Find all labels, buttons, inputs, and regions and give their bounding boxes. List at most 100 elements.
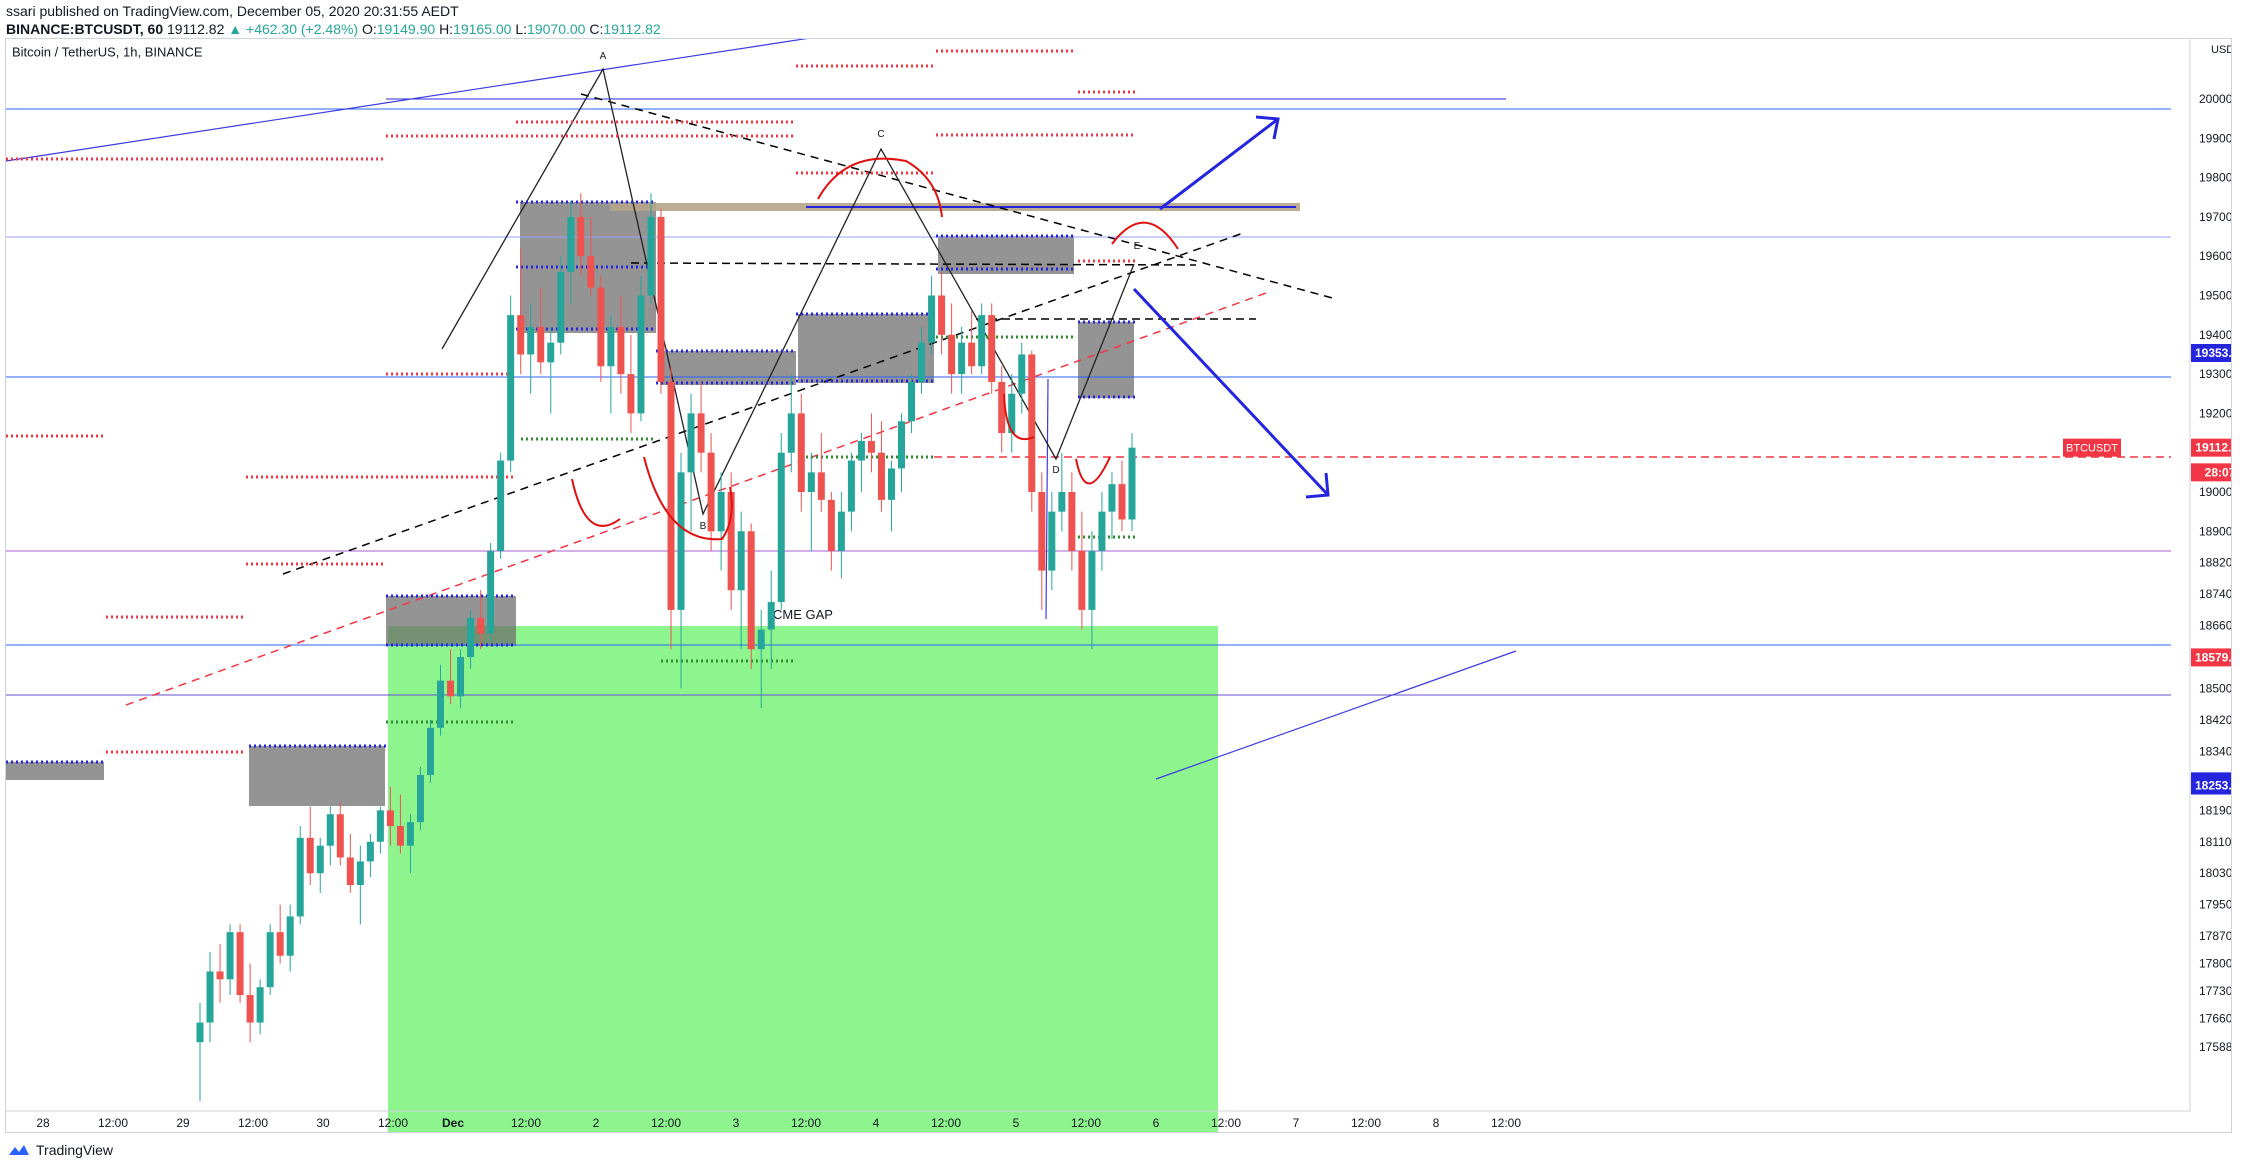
price-tick-label: 18190.00 <box>2199 803 2231 817</box>
price-label-text: 19353.71 <box>2195 346 2231 360</box>
candle-body <box>747 531 755 650</box>
wave-point-label: D <box>1052 465 1059 476</box>
forecast-arrow-down <box>1132 287 1330 497</box>
candle-body <box>196 1022 204 1043</box>
dashed-level-line <box>630 262 1197 266</box>
time-tick-label: 5 <box>1013 1116 1020 1130</box>
candle-body <box>1098 511 1106 551</box>
candle-body <box>847 460 855 512</box>
candle-body <box>908 381 916 422</box>
price-tick-label: 19900.00 <box>2199 131 2231 145</box>
hand-drawn-arc <box>571 478 621 527</box>
candle-body <box>1108 484 1116 512</box>
candle-body <box>837 511 845 551</box>
candle-body <box>968 342 976 367</box>
publish-info: ssari published on TradingView.com, Dece… <box>6 3 459 19</box>
price-tick-label: 18340.00 <box>2199 744 2231 758</box>
symbol-ohlc-line: BINANCE:BTCUSDT, 60 19112.82 ▲ +462.30 (… <box>6 20 661 38</box>
order-block-box <box>6 762 104 780</box>
trend-line <box>1155 650 1517 780</box>
time-tick-label: 30 <box>316 1116 330 1130</box>
candle-body <box>737 531 745 591</box>
candle-body <box>527 326 535 355</box>
cme-gap-label: CME GAP <box>773 607 833 622</box>
price-tick-label: 17800.00 <box>2199 957 2231 971</box>
candle-body <box>647 216 655 296</box>
time-tick-label: 12:00 <box>791 1116 821 1130</box>
price-tick-label: 19600.00 <box>2199 249 2231 263</box>
time-tick-label: 12:00 <box>651 1116 681 1130</box>
candle-body <box>998 381 1006 434</box>
candle-body <box>286 916 294 956</box>
price-tick-label: 18660.00 <box>2199 619 2231 633</box>
candle-body <box>256 987 264 1023</box>
price-tick-label: 18820.00 <box>2199 556 2231 570</box>
candle-body <box>637 295 645 414</box>
candle-body <box>797 413 805 492</box>
order-block-box <box>386 596 516 646</box>
candle-body <box>467 617 475 658</box>
chart-title: Bitcoin / TetherUS, 1h, BINANCE <box>12 45 203 60</box>
low-value: 19070.00 <box>527 21 586 37</box>
price-tick-label: 19000.00 <box>2199 485 2231 499</box>
candle-body <box>216 971 224 980</box>
candle-body <box>767 602 775 630</box>
candle-body <box>707 452 715 532</box>
candle-body <box>887 468 895 500</box>
brand-label: TradingView <box>36 1142 114 1158</box>
candle-body <box>1088 550 1096 610</box>
price-tick-label: 19200.00 <box>2199 406 2231 420</box>
time-tick-label: Dec <box>442 1116 464 1130</box>
wave-point-label: B <box>700 521 707 532</box>
candle-body <box>617 326 625 375</box>
candle-body <box>236 932 244 996</box>
price-tick-label: 19500.00 <box>2199 289 2231 303</box>
candle-body <box>627 374 635 414</box>
candle-body <box>437 680 445 728</box>
price-label-text: 18253.14 <box>2195 779 2231 793</box>
currency-label: USDT <box>2211 44 2231 56</box>
chart-canvas[interactable]: Bitcoin / TetherUS, 1h, BINANCE CME GAP A B… <box>6 39 2231 1132</box>
order-block-box <box>249 746 385 806</box>
tradingview-logo-icon <box>9 1145 29 1155</box>
candle-body <box>296 837 304 917</box>
candle-body <box>447 680 455 697</box>
chart-frame[interactable]: Bitcoin / TetherUS, 1h, BINANCE CME GAP A B… <box>5 38 2232 1133</box>
cme-gap-zone <box>388 626 1218 1132</box>
candle-body <box>677 472 685 610</box>
high-label: H: <box>439 21 454 37</box>
price-tick-label: 19700.00 <box>2199 210 2231 224</box>
candle-body <box>1028 354 1036 492</box>
close-value: 19112.82 <box>603 21 661 37</box>
candle-body <box>366 841 374 862</box>
candle-body <box>416 774 424 823</box>
candle-body <box>276 932 284 956</box>
price-label-text: 19112.82 <box>2195 441 2231 455</box>
forecast-arrowhead-up <box>1255 115 1280 140</box>
candle-body <box>667 381 675 610</box>
candle-body <box>657 216 665 382</box>
candle-body <box>266 932 274 988</box>
candle-body <box>336 814 344 858</box>
price-tick-label: 19400.00 <box>2199 328 2231 342</box>
footer: TradingView <box>8 1142 113 1158</box>
candle-body <box>316 845 324 874</box>
price-tick-label: 17950.00 <box>2199 898 2231 912</box>
price-label-bg <box>2191 463 2231 482</box>
candle-body <box>687 413 695 473</box>
candle-body <box>928 295 936 343</box>
forecast-arrowhead-down <box>1305 472 1330 499</box>
symbol-tag-label: BTCUSDT <box>2066 443 2118 455</box>
candle-body <box>246 995 254 1023</box>
price-tick-label: 18420.00 <box>2199 713 2231 727</box>
candle-body <box>1068 492 1076 551</box>
last-price: 19112.82 <box>167 21 225 37</box>
time-tick-label: 3 <box>733 1116 740 1130</box>
candle-body <box>597 287 605 367</box>
price-label-text: 18579.14 <box>2195 650 2231 664</box>
candle-body <box>557 271 565 343</box>
wave-pattern-line <box>441 67 1135 516</box>
time-tick-label: 29 <box>176 1116 190 1130</box>
candle-body <box>306 837 314 874</box>
candle-body <box>457 657 465 697</box>
